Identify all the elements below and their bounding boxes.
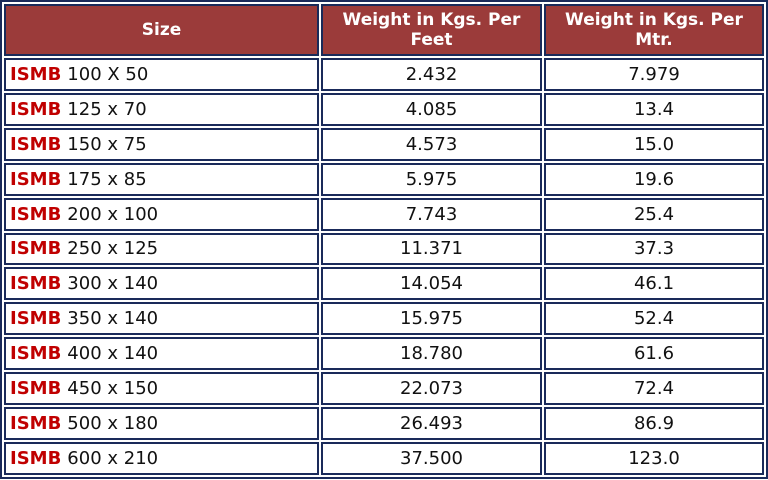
section-size: 450 x 150 xyxy=(67,378,159,400)
weight-per-feet-cell: 5.975 xyxy=(321,162,542,196)
weight-per-feet-cell: 2.432 xyxy=(321,58,542,91)
weight-per-mtr-cell: 123.0 xyxy=(544,441,764,475)
weight-per-feet-cell: 14.054 xyxy=(321,267,542,301)
section-size: 250 x 125 xyxy=(67,238,159,260)
header-row: Size Weight in Kgs. Per Feet Weight in K… xyxy=(4,4,764,56)
section-prefix: ISMB xyxy=(10,98,62,120)
weight-per-feet-cell: 22.073 xyxy=(321,372,542,406)
size-cell: ISMB 350 x 140 xyxy=(4,302,319,336)
section-size: 350 x 140 xyxy=(67,308,159,330)
weight-per-feet-cell: 15.975 xyxy=(321,302,542,336)
weight-per-mtr-cell: 46.1 xyxy=(544,267,764,301)
weight-per-feet-cell: 26.493 xyxy=(321,407,542,440)
section-prefix: ISMB xyxy=(10,203,62,225)
weight-per-mtr-cell: 52.4 xyxy=(544,302,764,336)
table-row: ISMB 250 x 125 11.371 37.3 xyxy=(4,232,764,266)
size-cell: ISMB 175 x 85 xyxy=(4,162,319,196)
weight-per-feet-cell: 7.743 xyxy=(321,197,542,231)
section-size: 500 x 180 xyxy=(67,413,159,435)
section-size: 300 x 140 xyxy=(67,273,159,295)
size-cell: ISMB 250 x 125 xyxy=(4,232,319,266)
weight-per-mtr-cell: 15.0 xyxy=(544,127,764,161)
table-row: ISMB 600 x 210 37.500 123.0 xyxy=(4,441,764,475)
section-size: 400 x 140 xyxy=(67,343,159,365)
weight-per-mtr-cell: 86.9 xyxy=(544,407,764,440)
table-row: ISMB 300 x 140 14.054 46.1 xyxy=(4,267,764,301)
table-row: ISMB 150 x 75 4.573 15.0 xyxy=(4,127,764,161)
weight-per-mtr-cell: 72.4 xyxy=(544,372,764,406)
size-cell: ISMB 600 x 210 xyxy=(4,441,319,475)
weight-per-feet-cell: 4.573 xyxy=(321,127,542,161)
weight-per-feet-cell: 4.085 xyxy=(321,92,542,126)
section-prefix: ISMB xyxy=(10,378,62,400)
size-cell: ISMB 100 X 50 xyxy=(4,58,319,91)
section-size: 125 x 70 xyxy=(67,98,147,120)
section-size: 200 x 100 xyxy=(67,203,159,225)
size-cell: ISMB 500 x 180 xyxy=(4,407,319,440)
section-size: 600 x 210 xyxy=(67,447,159,469)
size-cell: ISMB 300 x 140 xyxy=(4,267,319,301)
section-prefix: ISMB xyxy=(10,238,62,260)
section-size: 150 x 75 xyxy=(67,133,147,155)
section-prefix: ISMB xyxy=(10,133,62,155)
table-row: ISMB 125 x 70 4.085 13.4 xyxy=(4,92,764,126)
weight-per-mtr-cell: 37.3 xyxy=(544,232,764,266)
section-size: 100 X 50 xyxy=(67,63,149,85)
header-weight-per-feet: Weight in Kgs. Per Feet xyxy=(321,4,542,56)
table-row: ISMB 350 x 140 15.975 52.4 xyxy=(4,302,764,336)
weight-per-mtr-cell: 13.4 xyxy=(544,92,764,126)
size-cell: ISMB 450 x 150 xyxy=(4,372,319,406)
section-prefix: ISMB xyxy=(10,447,62,469)
table-row: ISMB 100 X 50 2.432 7.979 xyxy=(4,58,764,91)
section-prefix: ISMB xyxy=(10,63,62,85)
section-prefix: ISMB xyxy=(10,273,62,295)
header-weight-per-mtr: Weight in Kgs. Per Mtr. xyxy=(544,4,764,56)
size-cell: ISMB 150 x 75 xyxy=(4,127,319,161)
size-cell: ISMB 400 x 140 xyxy=(4,337,319,371)
table-row: ISMB 500 x 180 26.493 86.9 xyxy=(4,407,764,440)
section-size: 175 x 85 xyxy=(67,168,147,190)
table-body: ISMB 100 X 50 2.432 7.979 ISMB 125 x 70 4.085 1… xyxy=(4,58,764,475)
weight-per-mtr-cell: 25.4 xyxy=(544,197,764,231)
table-row: ISMB 200 x 100 7.743 25.4 xyxy=(4,197,764,231)
weight-per-feet-cell: 18.780 xyxy=(321,337,542,371)
weight-per-mtr-cell: 61.6 xyxy=(544,337,764,371)
weight-per-feet-cell: 37.500 xyxy=(321,441,542,475)
size-cell: ISMB 200 x 100 xyxy=(4,197,319,231)
section-prefix: ISMB xyxy=(10,168,62,190)
size-cell: ISMB 125 x 70 xyxy=(4,92,319,126)
header-size: Size xyxy=(4,4,319,56)
table-row: ISMB 450 x 150 22.073 72.4 xyxy=(4,372,764,406)
table-row: ISMB 175 x 85 5.975 19.6 xyxy=(4,162,764,196)
section-prefix: ISMB xyxy=(10,308,62,330)
section-prefix: ISMB xyxy=(10,343,62,365)
section-prefix: ISMB xyxy=(10,413,62,435)
table-row: ISMB 400 x 140 18.780 61.6 xyxy=(4,337,764,371)
weight-per-mtr-cell: 19.6 xyxy=(544,162,764,196)
weight-per-feet-cell: 11.371 xyxy=(321,232,542,266)
weight-per-mtr-cell: 7.979 xyxy=(544,58,764,91)
